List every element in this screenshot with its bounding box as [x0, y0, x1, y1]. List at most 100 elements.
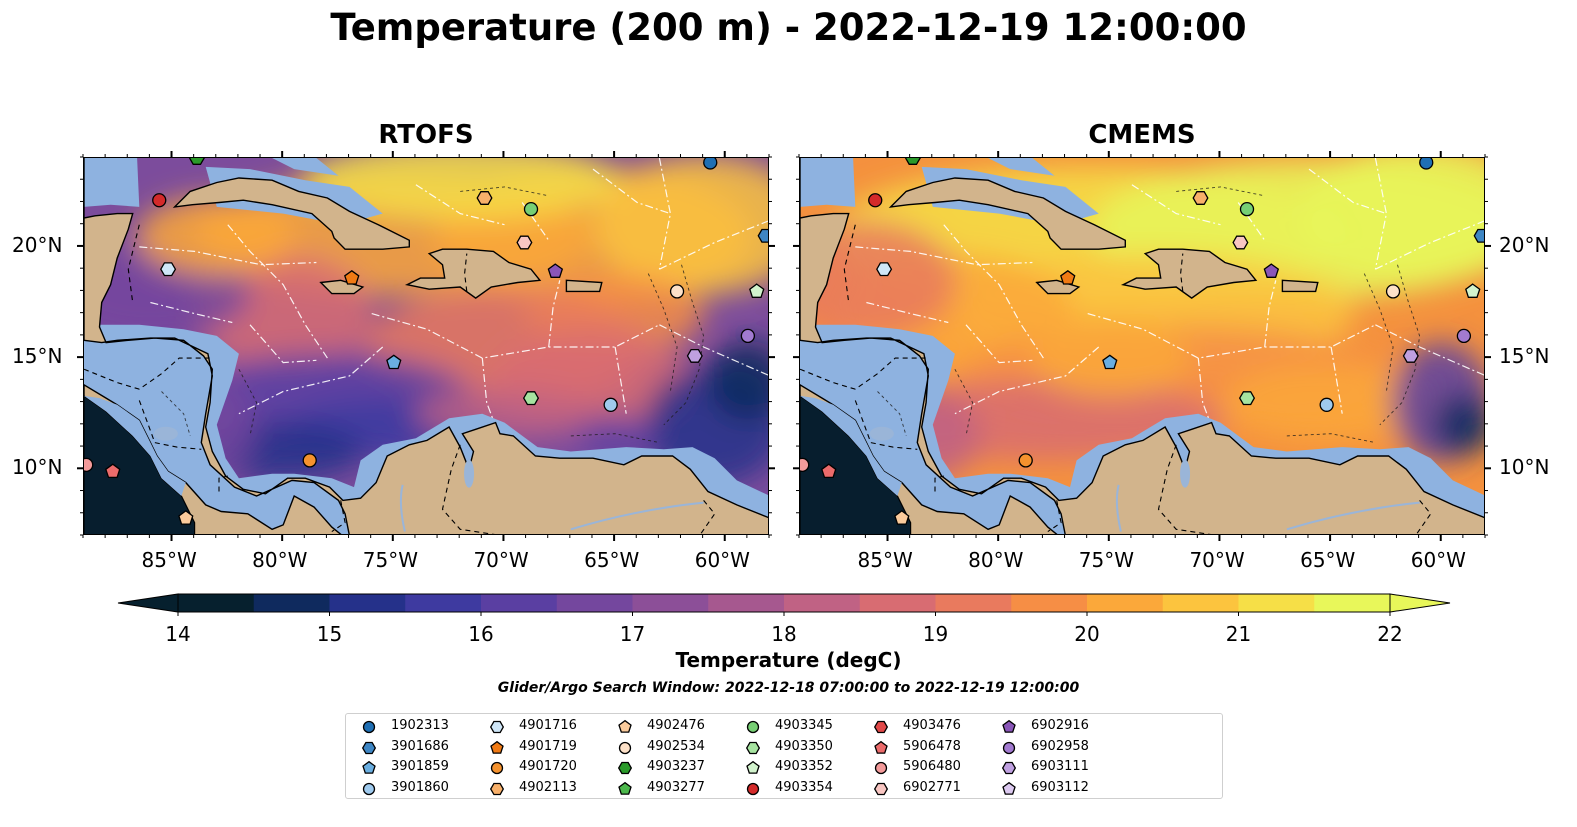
- legend-marker-4903354[interactable]: [746, 782, 760, 795]
- float-marker-6903111[interactable]: [1402, 348, 1419, 363]
- float-marker-4903354[interactable]: [152, 193, 167, 208]
- float-marker-6902771[interactable]: [516, 235, 533, 250]
- search-window-text: Glider/Argo Search Window: 2022-12-18 07…: [497, 680, 1080, 696]
- colorbar-max-extend: [1389, 593, 1451, 613]
- eez-boundaries: [139, 158, 768, 421]
- float-marker-4903350[interactable]: [1238, 391, 1256, 406]
- legend-label: 4902476: [647, 718, 705, 733]
- float-marker-1902313[interactable]: [703, 158, 718, 170]
- legend-marker-4902113[interactable]: [489, 782, 505, 795]
- float-marker-6902958[interactable]: [740, 328, 756, 344]
- float-marker-4902113[interactable]: [1192, 191, 1209, 205]
- float-marker-1902313[interactable]: [1419, 158, 1434, 170]
- bathymetry-contours: [877, 186, 1421, 444]
- legend-marker-4903350[interactable]: [745, 741, 761, 754]
- legend-label: 4901716: [519, 718, 577, 733]
- legend-marker-3901859[interactable]: [362, 760, 376, 774]
- legend-label: 4903352: [775, 759, 833, 774]
- float-marker-4903352[interactable]: [749, 283, 765, 298]
- float-marker-4901720[interactable]: [1018, 453, 1033, 468]
- float-marker-4902534[interactable]: [669, 284, 685, 299]
- lon-tick-label: 75°W: [1078, 548, 1135, 572]
- map-rtofs[interactable]: [83, 157, 769, 535]
- legend-marker-4903352[interactable]: [746, 760, 760, 774]
- legend-marker-4901719[interactable]: [490, 740, 504, 754]
- legend-marker-5906478[interactable]: [874, 740, 888, 754]
- legend-marker-5906480[interactable]: [874, 761, 888, 775]
- float-marker-3901686[interactable]: [1473, 228, 1485, 243]
- float-marker-4903354[interactable]: [868, 193, 883, 208]
- float-marker-4902476[interactable]: [178, 510, 194, 525]
- legend-label: 6903111: [1031, 759, 1089, 774]
- colorbar-tick-label: 19: [922, 622, 949, 646]
- legend-marker-4903476[interactable]: [873, 720, 889, 734]
- float-marker-6903111[interactable]: [686, 348, 703, 363]
- float-marker-6902916[interactable]: [547, 263, 564, 278]
- legend-label: 3901860: [391, 779, 449, 795]
- legend-marker-4901716[interactable]: [489, 720, 505, 734]
- lon-tick-label: 85°W: [857, 548, 913, 572]
- float-marker-4901719[interactable]: [1060, 269, 1076, 285]
- float-marker-4901719[interactable]: [344, 269, 360, 285]
- float-marker-4903345[interactable]: [1239, 201, 1255, 217]
- legend-marker-4902534[interactable]: [618, 741, 632, 754]
- float-marker-4902113[interactable]: [476, 191, 493, 205]
- float-marker-3901859[interactable]: [386, 354, 402, 370]
- legend-marker-6903112[interactable]: [1002, 781, 1016, 795]
- float-marker-4903237[interactable]: [188, 158, 205, 165]
- colorbar-tick-label: 18: [771, 622, 797, 646]
- float-marker-3901860[interactable]: [1319, 397, 1334, 412]
- lat-tick-label-left: 20°N: [12, 232, 63, 257]
- bathymetry-contours: [161, 186, 705, 444]
- float-marker-4903345[interactable]: [523, 201, 539, 217]
- float-marker-4902534[interactable]: [1385, 284, 1401, 299]
- colorbar-segment: [784, 594, 861, 612]
- float-marker-6902958[interactable]: [1456, 328, 1472, 344]
- country-borders: [84, 224, 716, 534]
- float-marker-5906478[interactable]: [105, 463, 121, 479]
- legend-label: 6902771: [903, 779, 961, 795]
- lat-tick-label-left: 10°N: [12, 455, 63, 480]
- lon-tick-label: 60°W: [694, 548, 750, 572]
- float-marker-5906480[interactable]: [84, 457, 94, 472]
- colorbar-tick-label: 14: [165, 622, 191, 646]
- float-marker-4903237[interactable]: [904, 158, 921, 165]
- colorbar-segment: [1314, 594, 1391, 612]
- legend: 1902313 3901686 3901859 3901860 4901716 49017…: [345, 713, 1223, 799]
- colorbar-segment: [1087, 594, 1164, 612]
- float-marker-4901716[interactable]: [876, 262, 893, 277]
- colorbar-tick-label: 16: [468, 622, 494, 646]
- float-marker-3901686[interactable]: [757, 228, 769, 243]
- legend-marker-3901860[interactable]: [362, 782, 376, 795]
- float-marker-3901860[interactable]: [603, 397, 618, 412]
- legend-marker-4902476[interactable]: [618, 719, 632, 733]
- lon-tick-label: 65°W: [1300, 548, 1356, 572]
- legend-marker-4903345[interactable]: [746, 720, 760, 734]
- float-marker-4901716[interactable]: [160, 262, 177, 277]
- lon-tick-label: 70°W: [1189, 548, 1245, 572]
- legend-label: 5906480: [903, 759, 961, 774]
- colorbar-segment: [481, 594, 558, 612]
- legend-marker-6903111[interactable]: [1001, 761, 1017, 775]
- legend-marker-3901686[interactable]: [361, 741, 377, 754]
- colorbar-segment: [405, 594, 482, 612]
- float-marker-4903352[interactable]: [1465, 283, 1481, 298]
- legend-marker-6902771[interactable]: [873, 782, 889, 795]
- float-marker-6902916[interactable]: [1263, 263, 1280, 278]
- legend-label: 4903350: [775, 738, 833, 754]
- float-marker-4901720[interactable]: [302, 453, 317, 468]
- map-cmems[interactable]: [799, 157, 1485, 535]
- float-marker-3901859[interactable]: [1102, 354, 1118, 370]
- legend-marker-6902958[interactable]: [1002, 741, 1016, 754]
- legend-marker-4901720[interactable]: [490, 761, 504, 775]
- float-marker-4902476[interactable]: [894, 510, 910, 525]
- legend-marker-4903277[interactable]: [618, 781, 632, 795]
- float-marker-5906478[interactable]: [821, 463, 837, 479]
- legend-marker-6902916[interactable]: [1002, 719, 1016, 733]
- float-marker-6902771[interactable]: [1232, 235, 1249, 250]
- legend-marker-4903237[interactable]: [617, 761, 633, 775]
- float-marker-4903350[interactable]: [522, 391, 540, 406]
- legend-marker-1902313[interactable]: [362, 720, 376, 734]
- float-marker-5906480[interactable]: [800, 457, 810, 472]
